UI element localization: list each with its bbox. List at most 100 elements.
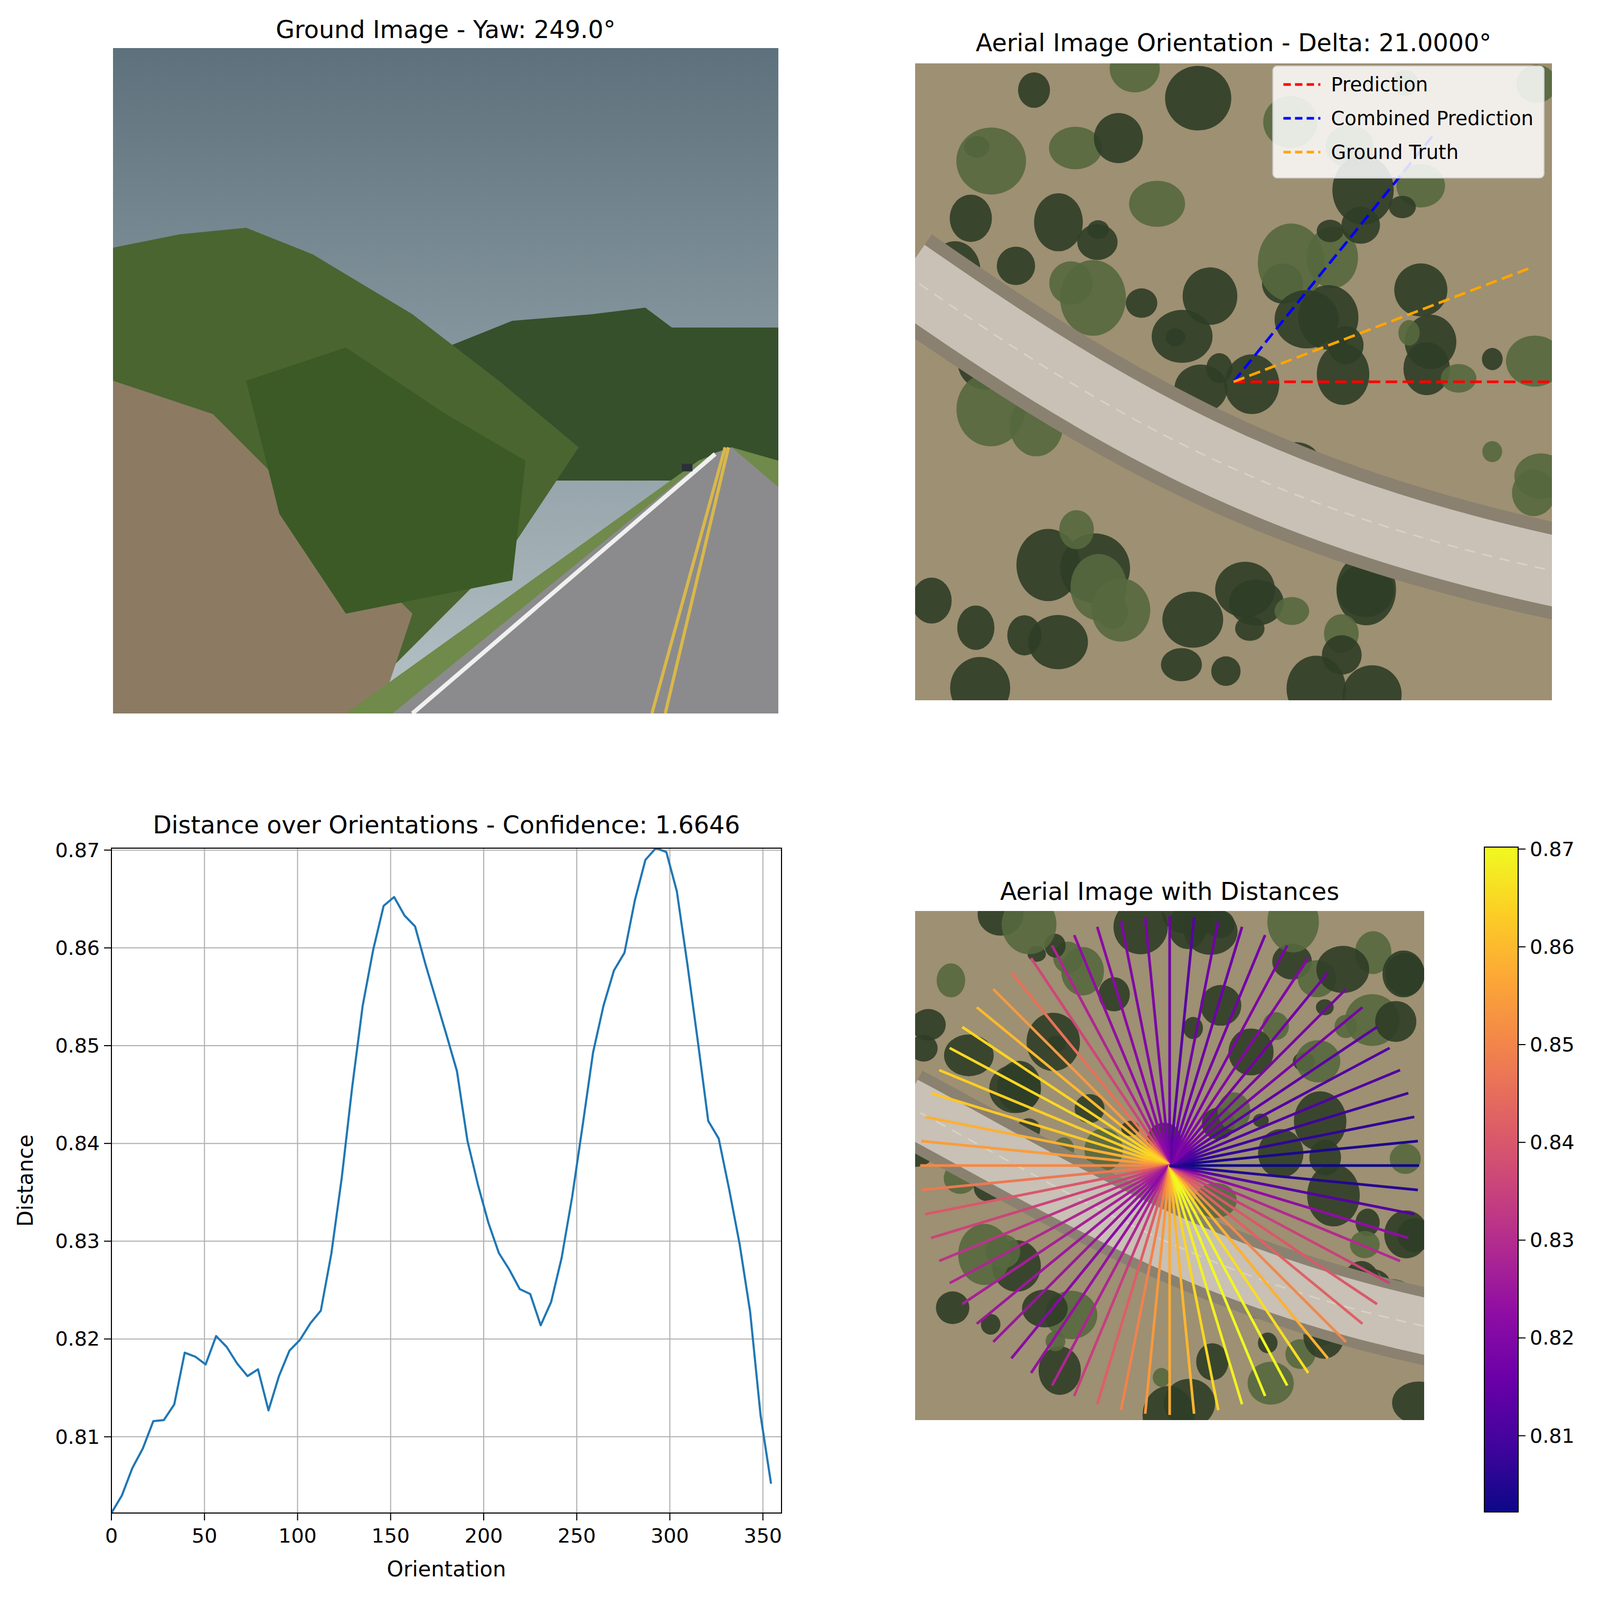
aerial-tree: [1091, 578, 1151, 642]
ray: [925, 1116, 1170, 1166]
aerial-tree: [1481, 347, 1503, 371]
colorbar-tick-label: 0.81: [1529, 1424, 1575, 1448]
aerial-tree: [1506, 335, 1552, 387]
aerial-tree: [1235, 615, 1265, 641]
tick-label: 50: [191, 1523, 218, 1548]
tick: [104, 849, 112, 851]
legend-label: Ground Truth: [1330, 140, 1459, 164]
aerial-tree: [1018, 72, 1051, 108]
ray: [1074, 1165, 1170, 1396]
ray: [1169, 1165, 1415, 1214]
tick-label: 0: [105, 1523, 118, 1548]
tick: [390, 1512, 392, 1521]
road-edge: [412, 454, 715, 714]
aerial-tree: [1165, 328, 1186, 347]
aerial-tree: [1128, 180, 1185, 227]
ray: [1169, 1165, 1418, 1190]
tick: [669, 1512, 671, 1521]
aerial-tree: [915, 577, 952, 624]
tick-label: 0.84: [54, 1131, 100, 1155]
ray: [1145, 1165, 1170, 1414]
aerial-tree: [1274, 597, 1310, 626]
aerial-tree: [1160, 647, 1202, 682]
ray: [1168, 916, 1172, 1166]
road: [392, 447, 779, 714]
data: [111, 848, 771, 1513]
trees: [246, 347, 526, 614]
rays: [920, 916, 1420, 1416]
aerial-tree: [1286, 655, 1346, 701]
aerial-tree: [1388, 195, 1416, 219]
tick-label: 0.85: [54, 1033, 100, 1058]
legend-swatch: [1283, 83, 1321, 87]
line: [111, 848, 771, 1513]
aerial-tree: [1109, 63, 1160, 93]
ray: [1169, 1165, 1308, 1373]
aerial-tree: [1391, 1381, 1425, 1420]
tick-label: 350: [743, 1523, 783, 1548]
colorbar-tick: [1518, 1043, 1526, 1046]
ray: [939, 1069, 1170, 1166]
aerial-tree: [1215, 561, 1275, 618]
aerial-tree: [1482, 440, 1503, 463]
aerial-tree: [1315, 999, 1334, 1015]
ray: [1169, 935, 1266, 1166]
aerial-tree: [949, 656, 1011, 701]
aerial-tree: [1274, 289, 1340, 348]
grid-line: [111, 1338, 782, 1340]
aerial-tree: [996, 246, 1036, 286]
colorbar-tick-label: 0.84: [1529, 1130, 1575, 1154]
grid-line: [111, 947, 782, 949]
tick-label: 0.81: [54, 1425, 100, 1449]
panel-title: Ground Image - Yaw: 249.0°: [275, 15, 616, 44]
tick-label: 0.86: [54, 936, 100, 960]
colorbar-tick: [1518, 848, 1526, 850]
aerial-tree: [956, 127, 1027, 195]
ray: [1169, 1006, 1363, 1166]
aerial-tree: [1316, 219, 1344, 242]
colorbar-tick: [1518, 1435, 1526, 1437]
ray: [1169, 920, 1219, 1166]
ray: [1169, 1165, 1400, 1261]
tick-label: 200: [464, 1523, 504, 1548]
tick: [110, 1512, 112, 1521]
ray: [962, 1165, 1170, 1304]
colorbar-tick-label: 0.87: [1529, 837, 1575, 861]
tick-label: 0.87: [54, 838, 100, 862]
aerial-tree: [915, 1009, 946, 1041]
aerial-tree: [1028, 614, 1088, 670]
orientation-line: [1233, 380, 1552, 384]
legend-label: Combined Prediction: [1330, 107, 1534, 130]
tick: [297, 1512, 299, 1521]
ray: [1169, 917, 1194, 1166]
panel-title: Aerial Image Orientation - Delta: 21.000…: [975, 28, 1492, 58]
panel-title: Aerial Image with Distances: [1000, 877, 1340, 906]
aerial-tree: [1113, 910, 1169, 955]
ray: [1051, 945, 1170, 1166]
aerial-image: [915, 63, 1552, 701]
aerial-tree: [1375, 1000, 1417, 1042]
aerial-tree: [1267, 910, 1320, 953]
tick: [576, 1512, 578, 1521]
grid-line: [111, 1045, 782, 1047]
grid: [111, 848, 782, 1513]
ray: [1169, 1165, 1288, 1386]
orientation-line: [1233, 267, 1531, 382]
tick: [203, 1512, 205, 1521]
aerial-tree: [936, 963, 966, 997]
aerial-tree: [1389, 1143, 1421, 1174]
aerial-tree: [1211, 656, 1241, 686]
aerial-tree: [1059, 510, 1095, 550]
tick: [104, 1240, 112, 1242]
tick-label: 0.83: [54, 1229, 100, 1253]
aerial-tree: [1094, 113, 1144, 164]
grid-line: [111, 1436, 782, 1438]
axis-title: Orientation: [387, 1556, 507, 1581]
colorbar-tick-label: 0.83: [1529, 1228, 1575, 1252]
legend-swatch: [1283, 151, 1321, 154]
ray: [1169, 972, 1329, 1166]
tick-label: 100: [278, 1523, 317, 1548]
ray: [949, 1165, 1170, 1284]
aerial-tree: [935, 1291, 969, 1324]
center-line: [652, 447, 726, 714]
